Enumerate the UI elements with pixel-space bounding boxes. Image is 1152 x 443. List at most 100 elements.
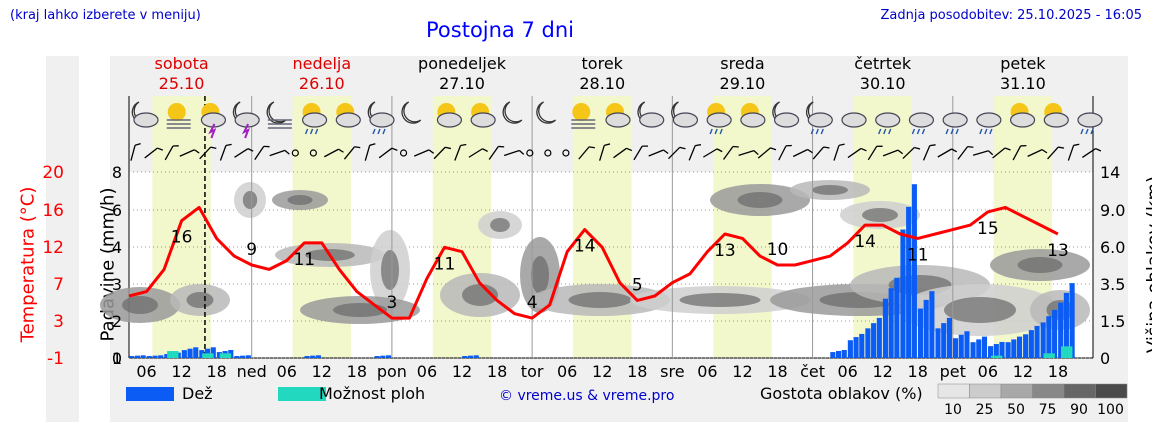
rain-bar	[1052, 309, 1058, 358]
cloud-density-core	[122, 296, 158, 314]
rain-bar	[952, 338, 959, 358]
wind-barb-icon	[454, 143, 467, 161]
cloud-icon	[841, 112, 867, 128]
wind-barb-flag	[807, 148, 813, 154]
rain-drop-icon	[820, 128, 824, 135]
rain-bar	[310, 355, 316, 358]
moon-cloud-rain-icon	[806, 101, 833, 135]
wind-barb-icon	[468, 148, 488, 158]
rain-drop-icon	[989, 128, 993, 135]
wind-barb-shaft	[882, 149, 899, 157]
x-tick: 12	[732, 362, 752, 381]
rain-bar	[923, 299, 929, 358]
rain-legend-label: Dež	[182, 384, 213, 403]
legend: Dež Možnost ploh Gostota oblakov (%)	[126, 383, 1106, 407]
wind-barb-shaft	[812, 146, 825, 160]
wind-barb-shaft	[738, 150, 755, 156]
temperature-annotation: 5	[632, 275, 643, 295]
rain-drop-icon	[1080, 128, 1084, 135]
wind-barb-shaft	[413, 149, 430, 157]
sun-fog-icon	[166, 103, 191, 129]
wind-barb-flag	[428, 149, 435, 154]
temperature-annotation: 14	[574, 237, 596, 257]
x-tick: 12	[872, 362, 892, 381]
wind-barb-shaft	[219, 145, 227, 161]
density-legend-step: 25	[976, 402, 994, 418]
moon-icon	[502, 101, 523, 124]
wind-barb-shaft	[902, 146, 915, 160]
cloud-icon	[740, 112, 766, 128]
wind-barb-shaft	[1027, 149, 1043, 157]
wind-barb-icon	[792, 148, 813, 158]
temperature-annotation: 9	[246, 240, 257, 260]
rain-bar	[1005, 342, 1011, 358]
wind-barb-icon	[992, 147, 1011, 159]
rain-bar	[386, 355, 392, 358]
density-legend-title: Gostota oblakov (%)	[760, 384, 923, 403]
cloud-icon	[470, 112, 496, 128]
rain-tick: 1	[112, 349, 122, 368]
moon-cloud-icon	[671, 101, 699, 128]
rain-drop-icon	[950, 128, 954, 135]
wind-barb-flag	[929, 144, 936, 147]
rain-bar	[841, 349, 847, 358]
x-tick: sre	[660, 362, 684, 381]
wind-barb-shaft	[937, 148, 952, 158]
rain-bar	[929, 291, 935, 358]
temperature-annotation: 16	[171, 228, 193, 248]
x-tick: 12	[312, 362, 332, 381]
density-legend-step: 90	[1070, 402, 1088, 418]
wind-barb-flag	[838, 143, 845, 147]
wind-barb-flag	[518, 150, 525, 155]
x-tick: 18	[627, 362, 647, 381]
wind-barb-icon	[413, 149, 435, 157]
last-update: Zadnja posodobitev: 25.10.2025 - 16:05	[880, 8, 1142, 23]
wind-barb-icon	[648, 149, 669, 157]
rain-bar	[234, 356, 240, 358]
wind-barb-flag	[284, 149, 290, 155]
rain-bar	[473, 355, 479, 358]
wind-barb-flag	[1095, 147, 1102, 152]
rain-bar	[193, 347, 199, 358]
wind-barb-icon	[922, 144, 936, 161]
sun-cloud-rain-icon	[706, 103, 732, 135]
wind-barb-icon	[1027, 149, 1048, 157]
rain-bar	[853, 337, 859, 358]
wind-barb-shaft	[488, 146, 499, 160]
rain-drop-icon	[916, 128, 921, 135]
day-name: sobota	[155, 54, 209, 73]
sun-cloud-storm-icon	[200, 103, 227, 139]
cloud-icon	[1077, 112, 1103, 128]
wind-barb-icon	[164, 145, 179, 161]
rain-bar	[1016, 336, 1023, 358]
temperature-line	[128, 205, 1059, 320]
wind-barb-icon	[219, 143, 232, 161]
sun-cloud-icon	[470, 103, 496, 128]
wind-barb-shaft	[454, 145, 462, 161]
rain-bar	[911, 184, 917, 358]
rain-bar	[871, 323, 877, 358]
wind-barb-icon	[1047, 146, 1065, 160]
cloud-icon	[1009, 112, 1036, 128]
rain-drop-icon	[815, 128, 819, 135]
wind-barb-icon	[757, 147, 777, 159]
day-date: 26.10	[299, 74, 345, 93]
cloud-density-core	[1017, 257, 1063, 273]
wind-barb-flag	[338, 148, 344, 153]
location-hint[interactable]: (kraj lahko izberete v meniju)	[10, 8, 201, 23]
copyright-link[interactable]: © vreme.us & vreme.pro	[499, 388, 675, 404]
wind-barb-icon	[234, 148, 254, 158]
rain-drop-icon	[921, 128, 926, 135]
cloud-icon	[1043, 112, 1069, 128]
rain-bar	[134, 355, 141, 358]
page-title: Postojna 7 dni	[426, 18, 574, 42]
wind-barb-shaft	[179, 149, 195, 157]
day-name: nedelja	[292, 54, 351, 73]
cloud-density-core	[186, 292, 214, 308]
moon-cloud-storm-icon	[232, 101, 260, 139]
cloud-rain-icon	[908, 112, 935, 135]
moon-cloud-icon	[772, 101, 800, 128]
temperature-annotation: 4	[527, 293, 538, 313]
x-tick: 18	[767, 362, 787, 381]
